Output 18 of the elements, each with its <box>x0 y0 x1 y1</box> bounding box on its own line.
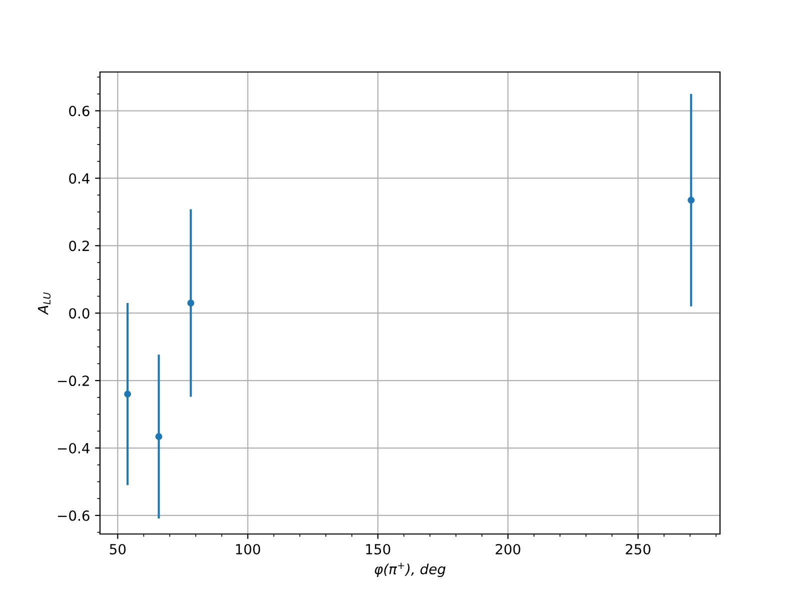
x-tick-label: 150 <box>366 544 390 554</box>
x-tick-label: 50 <box>110 544 126 554</box>
point <box>155 433 162 440</box>
x-tick-label: 250 <box>626 544 650 554</box>
point <box>688 196 695 204</box>
y-tick-label: −0.2 <box>58 376 89 386</box>
point <box>187 300 194 306</box>
y-tick-label: 0.2 <box>69 240 89 252</box>
point <box>124 390 132 398</box>
x-tick-label: 100 <box>236 544 260 554</box>
x-tick-label: 200 <box>496 544 520 554</box>
y-tick-label: 0.6 <box>69 106 90 116</box>
y-tick-label: 0.4 <box>69 173 90 184</box>
y-tick-label: 0.0 <box>69 308 90 319</box>
y-axis-title: A$_{LU}$ <box>38 292 51 316</box>
y-tick-label: −0.4 <box>58 442 90 454</box>
x-axis-title: φ(π$^{+}$), deg <box>374 562 446 578</box>
y-tick-label: −0.6 <box>58 510 90 521</box>
